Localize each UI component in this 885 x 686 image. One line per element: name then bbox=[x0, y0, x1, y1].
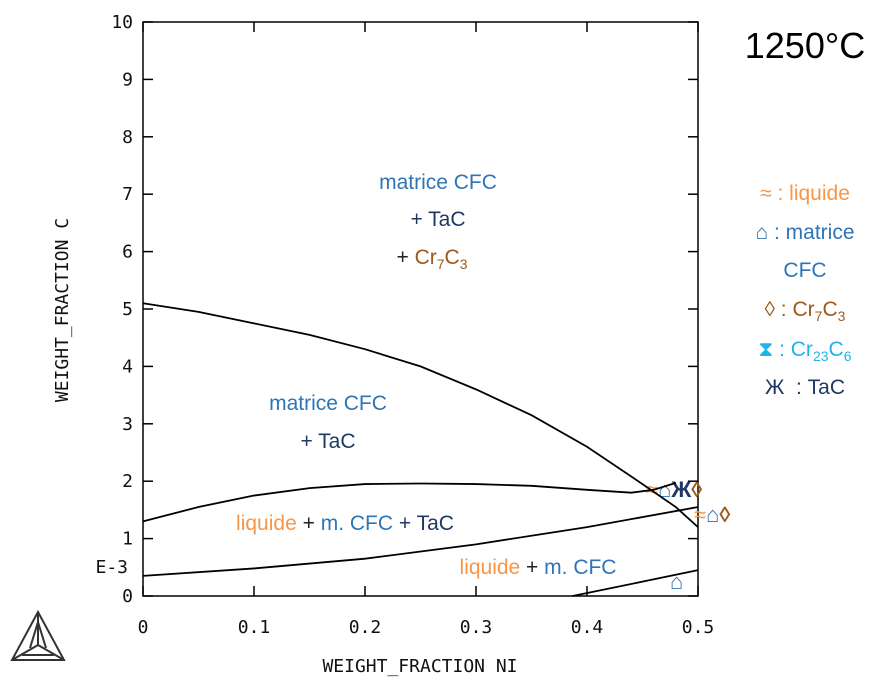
y-tick-label: 8 bbox=[122, 127, 133, 148]
phase-markers: ≈⌂◊ bbox=[694, 502, 730, 527]
x-tick-label: 0.3 bbox=[460, 617, 493, 638]
legend-text: ⌂ : matrice bbox=[755, 221, 854, 244]
marker: ≈ bbox=[694, 502, 706, 527]
region-label: matrice CFC bbox=[379, 171, 497, 194]
legend-entry: ⧗ : Cr23C6 bbox=[759, 338, 852, 364]
legend-text: ◊ : bbox=[765, 298, 793, 321]
phase-boundary bbox=[572, 569, 699, 597]
legend-entry: Ж : TaC bbox=[765, 376, 845, 399]
plot-frame bbox=[142, 21, 699, 597]
region-text: matrice CFC bbox=[379, 171, 497, 194]
region-text: + TaC bbox=[300, 430, 355, 453]
legend-text: Cr bbox=[792, 298, 814, 321]
region-label: liquide + m. CFC bbox=[460, 556, 617, 579]
legend-text: Ж : TaC bbox=[765, 376, 845, 399]
y-tick-label: 6 bbox=[122, 242, 133, 263]
y-tick-label: 9 bbox=[122, 69, 133, 90]
region-label: + TaC bbox=[300, 430, 355, 453]
region-text: + bbox=[396, 246, 414, 269]
logo bbox=[10, 609, 66, 661]
y-tick-label: 1 bbox=[122, 529, 133, 550]
region-text: liquide bbox=[460, 556, 521, 579]
region-text: Cr bbox=[415, 246, 437, 269]
legend-text: 3 bbox=[838, 308, 846, 324]
legend-text: Cr bbox=[791, 338, 813, 361]
region-text: matrice CFC bbox=[269, 392, 387, 415]
region-label: + Cr7C3 bbox=[396, 246, 467, 272]
region-text: m. CFC bbox=[544, 556, 616, 579]
y-multiplier: E-3 bbox=[95, 557, 128, 578]
region-text: 3 bbox=[460, 256, 468, 272]
y-tick-label: 3 bbox=[122, 414, 133, 435]
legend-text: 7 bbox=[815, 308, 823, 324]
region-text: C bbox=[445, 246, 460, 269]
region-text: + bbox=[297, 512, 321, 535]
y-axis-label: WEIGHT_FRACTION C bbox=[52, 218, 73, 402]
region-label: liquide + m. CFC + TaC bbox=[236, 512, 454, 535]
y-tick-label: 0 bbox=[122, 586, 133, 607]
legend-entry: ≈ : liquide bbox=[760, 182, 850, 205]
legend-text: C bbox=[822, 298, 837, 321]
legend-text: 23 bbox=[813, 348, 829, 364]
region-text: m. CFC bbox=[321, 512, 393, 535]
phase-boundary bbox=[142, 506, 699, 577]
y-tick-label: 2 bbox=[122, 471, 133, 492]
x-tick-label: 0.1 bbox=[238, 617, 271, 638]
marker: ◊ bbox=[691, 477, 702, 502]
region-text: + TaC bbox=[393, 512, 454, 535]
x-axis-label: WEIGHT_FRACTION NI bbox=[322, 656, 517, 677]
x-tick-label: 0.2 bbox=[349, 617, 382, 638]
legend-entry: CFC bbox=[783, 259, 826, 282]
region-text: + TaC bbox=[410, 208, 465, 231]
y-tick-label: 5 bbox=[122, 299, 133, 320]
legend-text: ≈ : liquide bbox=[760, 182, 850, 205]
marker: ⌂ bbox=[706, 502, 719, 527]
x-tick-label: 0.4 bbox=[571, 617, 604, 638]
y-tick-label: 7 bbox=[122, 184, 133, 205]
legend-text: C bbox=[829, 338, 844, 361]
y-tick-label: 10 bbox=[111, 12, 133, 33]
x-tick-label: 0.5 bbox=[682, 617, 715, 638]
legend-text: CFC bbox=[783, 259, 826, 282]
legend-entry: ⌂ : matrice bbox=[755, 221, 854, 244]
x-tick-label: 0 bbox=[138, 617, 149, 638]
region-text: 7 bbox=[437, 256, 445, 272]
marker: ⌂ bbox=[658, 477, 671, 502]
marker: ◊ bbox=[719, 502, 730, 527]
temperature: 1250°C bbox=[745, 25, 865, 66]
region-label: + TaC bbox=[410, 208, 465, 231]
legend-text: ⧗ : bbox=[759, 338, 791, 361]
phase-boundary bbox=[142, 482, 677, 523]
region-text: + bbox=[520, 556, 544, 579]
region-text: liquide bbox=[236, 512, 297, 535]
region-label: matrice CFC bbox=[269, 392, 387, 415]
phase-boundary bbox=[142, 302, 699, 528]
y-tick-label: 4 bbox=[122, 356, 133, 377]
legend-text: 6 bbox=[844, 348, 852, 364]
legend-entry: ◊ : Cr7C3 bbox=[765, 298, 846, 324]
